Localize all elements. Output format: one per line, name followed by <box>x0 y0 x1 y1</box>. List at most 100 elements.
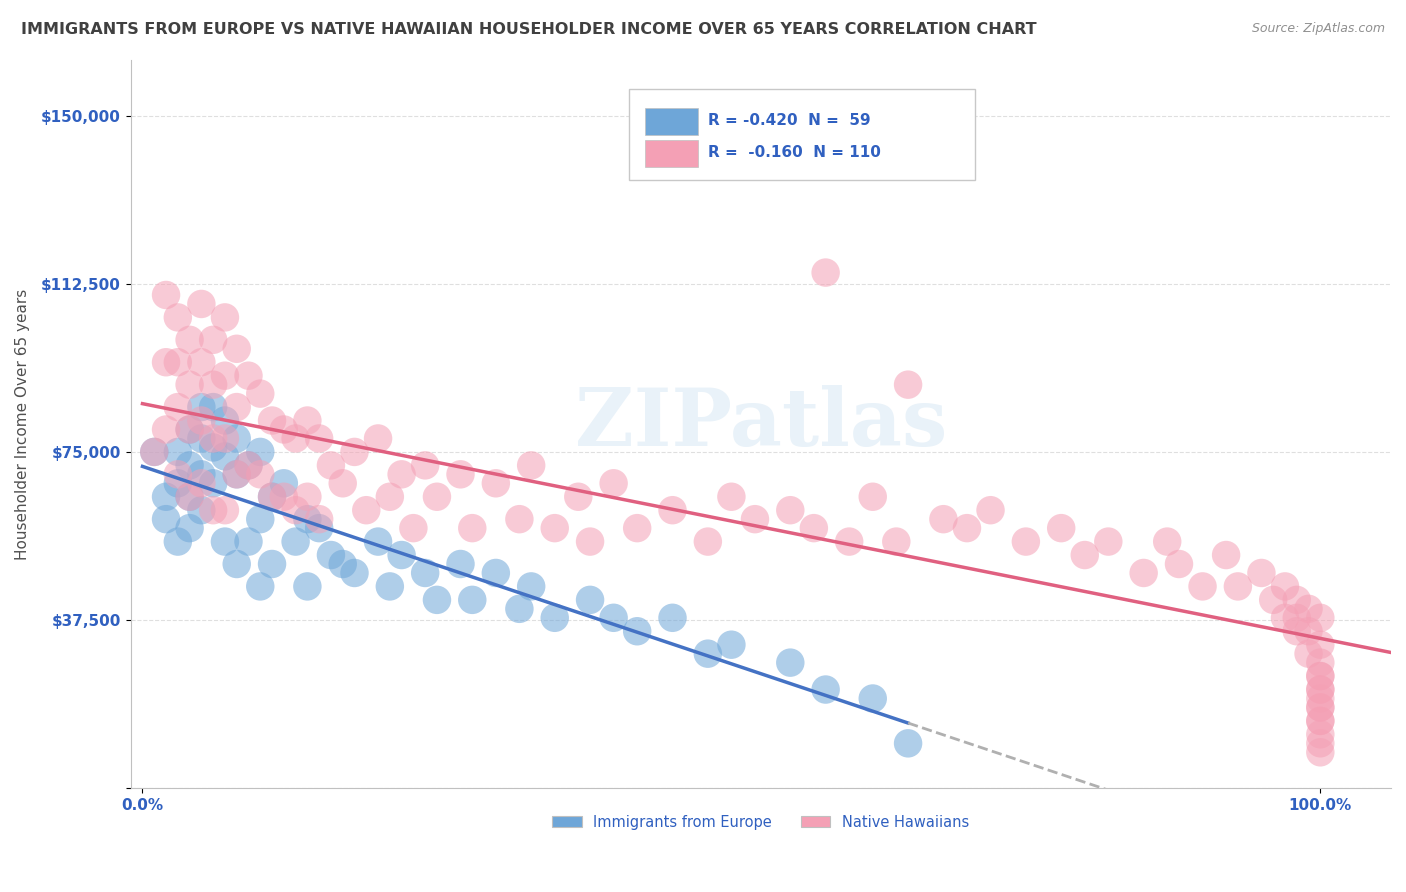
Point <box>461 521 484 535</box>
FancyBboxPatch shape <box>645 108 697 135</box>
Point <box>249 445 271 459</box>
Point <box>1309 669 1331 683</box>
Point <box>225 557 247 571</box>
Point <box>225 432 247 446</box>
Point <box>814 682 837 697</box>
Point <box>260 557 283 571</box>
Point <box>166 476 188 491</box>
Point <box>1274 611 1296 625</box>
Point <box>143 445 166 459</box>
Point <box>1274 579 1296 593</box>
Point <box>155 288 177 302</box>
Point <box>249 467 271 482</box>
Point <box>308 521 330 535</box>
Point <box>1298 624 1320 639</box>
Point <box>202 503 225 517</box>
Point <box>1309 714 1331 728</box>
Point <box>461 592 484 607</box>
Point <box>297 579 319 593</box>
Point <box>367 432 389 446</box>
Point <box>413 458 436 473</box>
Text: IMMIGRANTS FROM EUROPE VS NATIVE HAWAIIAN HOUSEHOLDER INCOME OVER 65 YEARS CORRE: IMMIGRANTS FROM EUROPE VS NATIVE HAWAIIA… <box>21 22 1036 37</box>
Point <box>238 368 260 383</box>
Y-axis label: Householder Income Over 65 years: Householder Income Over 65 years <box>15 288 30 559</box>
Point <box>579 534 602 549</box>
Point <box>450 467 472 482</box>
Point <box>980 503 1002 517</box>
Point <box>862 691 884 706</box>
Point <box>1309 682 1331 697</box>
Point <box>1298 602 1320 616</box>
Point <box>202 476 225 491</box>
Point <box>166 534 188 549</box>
Point <box>897 377 920 392</box>
Point <box>508 512 530 526</box>
Point <box>284 534 307 549</box>
Point <box>1309 638 1331 652</box>
Point <box>744 512 766 526</box>
Point <box>602 611 624 625</box>
Point <box>308 512 330 526</box>
Point <box>225 467 247 482</box>
Point <box>1309 700 1331 714</box>
Point <box>273 476 295 491</box>
Point <box>1226 579 1249 593</box>
Point <box>179 422 201 436</box>
Point <box>779 656 801 670</box>
Point <box>1215 548 1237 562</box>
Point <box>485 566 508 580</box>
Text: ZIPatlas: ZIPatlas <box>575 384 948 463</box>
Point <box>378 579 401 593</box>
Point <box>814 266 837 280</box>
Point <box>143 445 166 459</box>
Point <box>579 592 602 607</box>
Point <box>202 441 225 455</box>
Point <box>378 490 401 504</box>
Point <box>214 432 236 446</box>
Point <box>343 566 366 580</box>
Point <box>661 611 683 625</box>
FancyBboxPatch shape <box>645 140 697 167</box>
Point <box>897 736 920 750</box>
Point <box>297 512 319 526</box>
Point <box>249 386 271 401</box>
Point <box>284 432 307 446</box>
Point <box>1285 611 1308 625</box>
Point <box>190 503 212 517</box>
Point <box>544 521 567 535</box>
Point <box>190 476 212 491</box>
Point <box>179 521 201 535</box>
Point <box>273 422 295 436</box>
Point <box>426 490 449 504</box>
Point <box>284 503 307 517</box>
Point <box>179 490 201 504</box>
Point <box>544 611 567 625</box>
Point <box>1050 521 1073 535</box>
Point <box>367 534 389 549</box>
Point <box>179 458 201 473</box>
Point <box>238 534 260 549</box>
Point <box>179 377 201 392</box>
Point <box>1309 611 1331 625</box>
Point <box>202 432 225 446</box>
Point <box>1285 592 1308 607</box>
Point <box>1250 566 1272 580</box>
Point <box>1309 669 1331 683</box>
Point <box>225 342 247 356</box>
Point <box>260 490 283 504</box>
Point <box>391 467 413 482</box>
Point <box>319 458 342 473</box>
Point <box>238 458 260 473</box>
Point <box>155 512 177 526</box>
Point <box>1156 534 1178 549</box>
Point <box>720 490 742 504</box>
Point <box>214 450 236 464</box>
Point <box>190 432 212 446</box>
Legend: Immigrants from Europe, Native Hawaiians: Immigrants from Europe, Native Hawaiians <box>547 809 976 836</box>
Point <box>155 490 177 504</box>
Point <box>1097 534 1119 549</box>
Point <box>273 490 295 504</box>
Point <box>308 432 330 446</box>
Point <box>260 413 283 427</box>
Point <box>862 490 884 504</box>
